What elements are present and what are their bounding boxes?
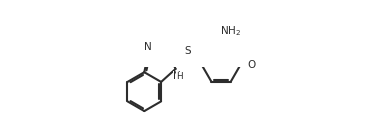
Text: S: S (185, 46, 191, 56)
Text: NH$_2$: NH$_2$ (220, 24, 242, 38)
Text: H: H (176, 72, 182, 81)
Text: O: O (247, 60, 255, 70)
Text: N: N (144, 42, 152, 52)
Text: N: N (173, 71, 180, 81)
